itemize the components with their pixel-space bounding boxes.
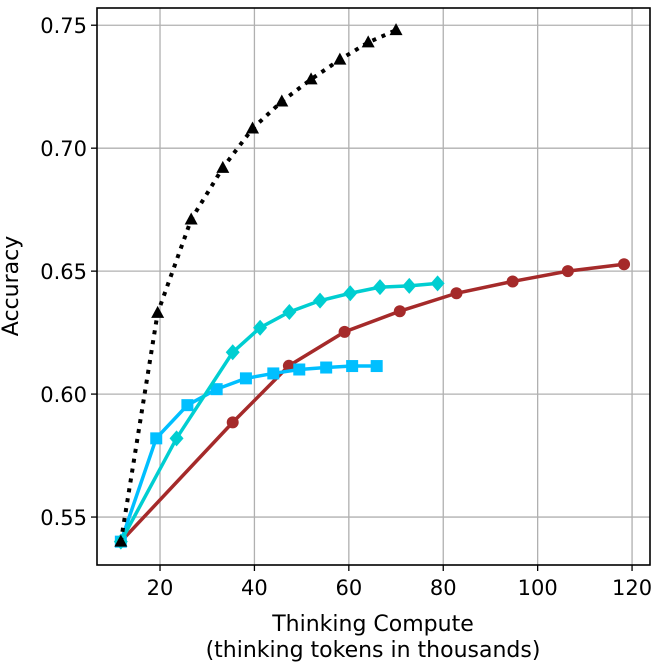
data-point [114, 534, 128, 547]
data-point [338, 325, 351, 338]
data-point [402, 277, 417, 294]
data-point [450, 287, 463, 300]
x-axis-label-line2: (thinking tokens in thousands) [206, 638, 541, 663]
data-point [372, 279, 387, 296]
data-point [361, 35, 375, 48]
data-point [370, 360, 383, 373]
data-point [561, 265, 574, 278]
data-point [618, 258, 631, 271]
data-point [343, 285, 358, 302]
data-point [346, 360, 359, 373]
x-tick-label: 40 [241, 576, 268, 600]
data-point [333, 52, 347, 65]
y-tick-label: 0.55 [40, 506, 87, 530]
x-tick-label: 80 [430, 576, 457, 600]
data-point [267, 367, 280, 380]
data-point [184, 212, 198, 225]
data-point [275, 94, 289, 107]
ticks: 20 40 60 80 100 120 0.55 0.60 0.65 0.70 0.75 [40, 14, 652, 600]
data-point [181, 399, 194, 412]
data-point [293, 363, 306, 376]
y-tick-label: 0.75 [40, 14, 87, 38]
data-point [246, 121, 260, 134]
data-point [506, 275, 519, 288]
data-point [393, 305, 406, 318]
series-line [119, 364, 377, 543]
data-point [151, 305, 165, 318]
x-tick-label: 20 [147, 576, 174, 600]
data-point [389, 23, 403, 36]
x-tick-label: 100 [518, 576, 558, 600]
data-point [169, 430, 184, 447]
data-point [210, 383, 223, 396]
data-point [253, 319, 268, 336]
data-point [320, 361, 333, 374]
data-point [225, 344, 240, 361]
data-point [216, 160, 230, 173]
x-tick-label: 60 [335, 576, 362, 600]
y-axis-label: Accuracy [0, 236, 24, 336]
series-layer [113, 23, 631, 550]
data-point [150, 432, 163, 445]
series-line [119, 281, 438, 543]
series-line [119, 262, 625, 543]
y-tick-label: 0.65 [40, 260, 87, 284]
data-point [239, 372, 252, 385]
data-point [282, 303, 297, 320]
x-tick-label: 120 [612, 576, 652, 600]
y-tick-label: 0.70 [40, 137, 87, 161]
series-line [118, 28, 397, 542]
series-cyan-diamonds [113, 275, 445, 550]
x-axis-label: Thinking Compute [271, 612, 474, 637]
data-point [282, 359, 295, 372]
data-point [304, 72, 318, 85]
series-black-triangles [114, 23, 403, 547]
plot-frame [96, 7, 651, 566]
data-point [313, 292, 328, 309]
series-blue-squares [114, 360, 383, 548]
y-tick-label: 0.60 [40, 383, 87, 407]
data-point [430, 275, 445, 292]
grid [97, 8, 650, 565]
data-point [226, 416, 239, 429]
